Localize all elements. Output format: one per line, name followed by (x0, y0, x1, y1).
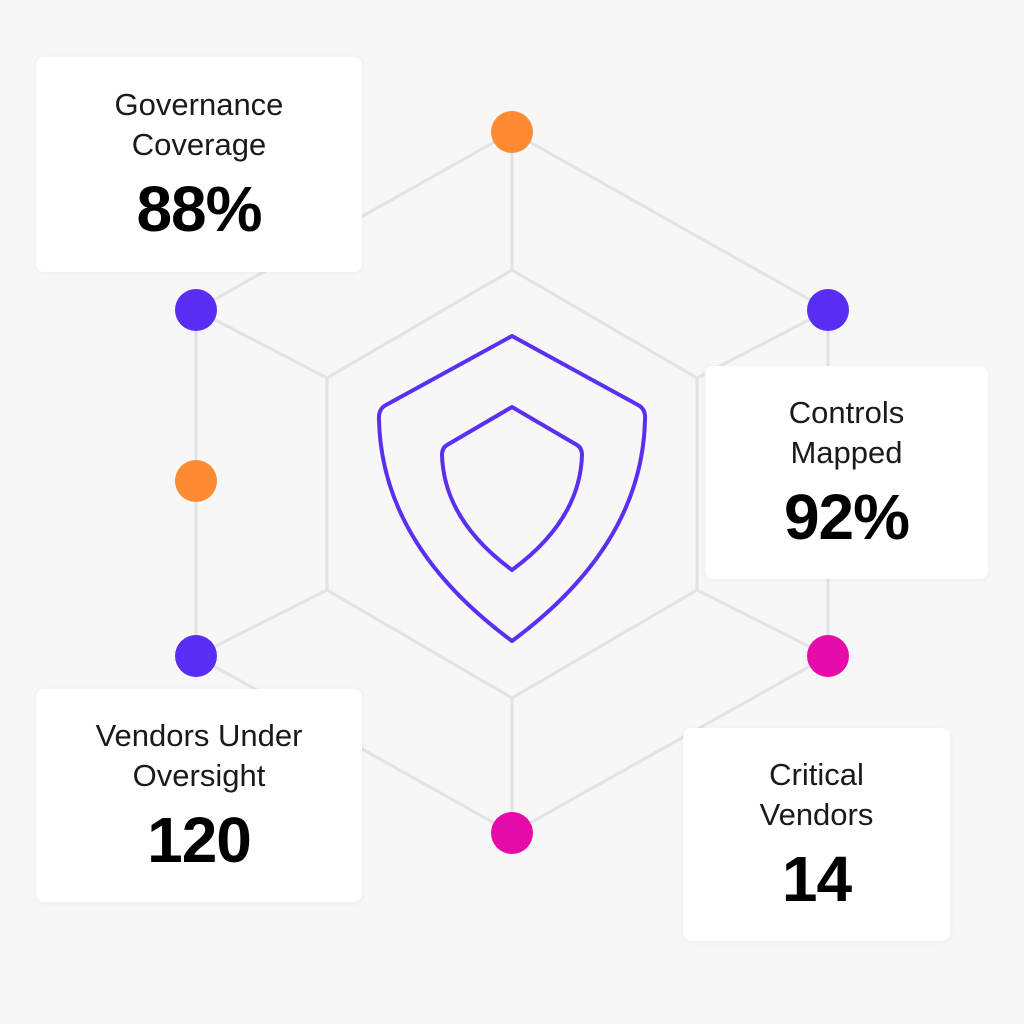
critical-vendors-label: Critical Vendors (759, 756, 874, 832)
controls-mapped-card: Controls Mapped 92% (705, 366, 988, 579)
node-lower-left-purple (175, 635, 217, 677)
node-upper-right-purple (807, 289, 849, 331)
spoke-lower-right (696, 588, 829, 658)
critical-vendors-value: 14 (781, 842, 852, 915)
shield-icon (376, 334, 648, 643)
vendors-under-oversight-value: 120 (147, 803, 252, 876)
vendors-under-oversight-label: Vendors Under Oversight (95, 717, 303, 793)
node-top-orange (491, 111, 533, 153)
governance-coverage-label: Governance Coverage (114, 86, 284, 162)
governance-coverage-card: Governance Coverage 88% (36, 57, 362, 272)
shield-inner-outline (440, 405, 584, 572)
shield-outer-outline (376, 334, 648, 643)
controls-mapped-value: 92% (783, 480, 910, 553)
governance-coverage-value: 88% (136, 172, 262, 245)
spoke-upper-left (195, 308, 328, 380)
node-upper-left-purple (175, 289, 217, 331)
vendors-under-oversight-card: Vendors Under Oversight 120 (36, 689, 362, 902)
node-right-magenta (807, 635, 849, 677)
node-bottom-magenta (491, 812, 533, 854)
node-left-orange (175, 460, 217, 502)
nodes (175, 111, 849, 854)
spoke-lower-left (195, 588, 328, 658)
controls-mapped-label: Controls Mapped (788, 394, 905, 470)
critical-vendors-card: Critical Vendors 14 (683, 728, 950, 941)
